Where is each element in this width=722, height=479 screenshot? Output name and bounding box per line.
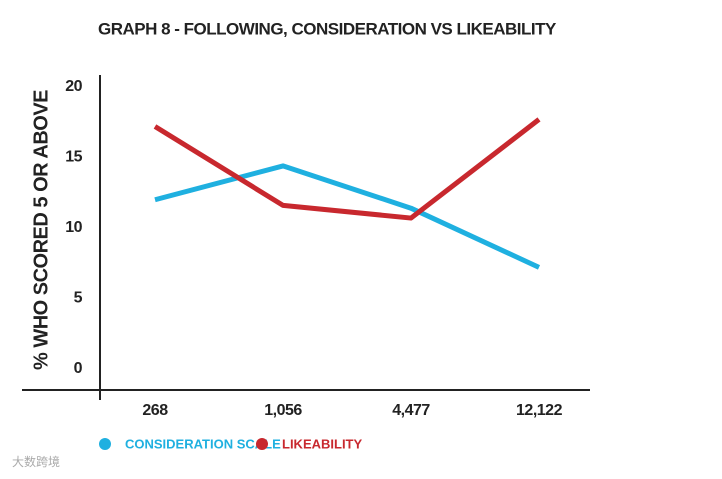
- legend-label: CONSIDERATION SCALE: [125, 436, 281, 451]
- y-tick-label: 20: [65, 78, 82, 95]
- watermark: 大数跨境: [12, 454, 60, 469]
- x-tick-label: 268: [142, 402, 168, 419]
- chart-title: GRAPH 8 - FOLLOWING, CONSIDERATION VS LI…: [98, 19, 557, 38]
- y-tick-label: 10: [65, 219, 82, 236]
- legend-label: LIKEABILITY: [282, 436, 362, 451]
- x-tick-label: 12,122: [516, 402, 563, 419]
- legend-marker: [99, 438, 111, 450]
- x-tick-label: 1,056: [264, 402, 302, 419]
- legend-marker: [256, 438, 268, 450]
- line: [154, 163, 541, 270]
- y-tick-label: 0: [74, 360, 83, 377]
- y-tick-label: 15: [65, 149, 82, 166]
- x-tick-label: 4,477: [392, 402, 430, 419]
- y-tick-label: 5: [74, 290, 83, 307]
- line: [153, 117, 541, 221]
- y-axis-label: % WHO SCORED 5 OR ABOVE: [30, 90, 52, 370]
